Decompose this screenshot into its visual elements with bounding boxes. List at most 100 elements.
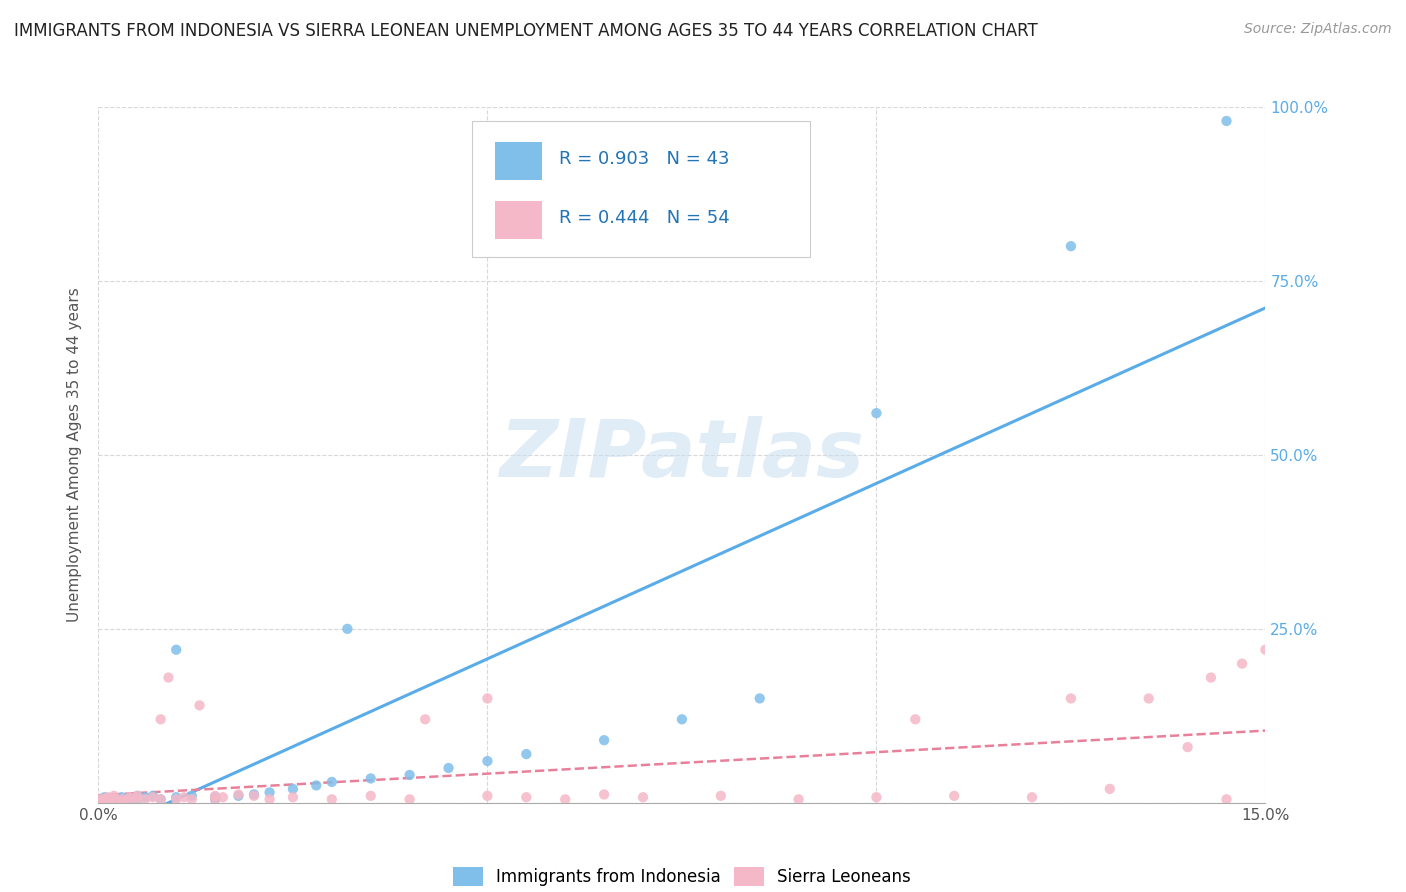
- Point: [1215, 792, 1237, 806]
- Point: [515, 790, 537, 805]
- Point: [671, 712, 693, 726]
- Point: [413, 712, 436, 726]
- Point: [89, 792, 111, 806]
- Point: [98, 791, 121, 805]
- Point: [149, 712, 172, 726]
- Point: [118, 790, 141, 805]
- Point: [515, 747, 537, 761]
- Point: [90, 792, 112, 806]
- Point: [111, 792, 134, 806]
- Point: [360, 789, 382, 803]
- Point: [204, 790, 226, 805]
- Text: Source: ZipAtlas.com: Source: ZipAtlas.com: [1244, 22, 1392, 37]
- Point: [96, 792, 118, 806]
- Point: [1060, 239, 1083, 253]
- Point: [127, 789, 149, 803]
- Point: [360, 772, 382, 786]
- Point: [593, 733, 616, 747]
- Point: [1199, 671, 1222, 685]
- Point: [204, 792, 226, 806]
- Point: [748, 691, 770, 706]
- Point: [127, 791, 149, 805]
- Point: [157, 671, 180, 685]
- Point: [321, 775, 343, 789]
- Point: [149, 792, 172, 806]
- Point: [180, 789, 202, 803]
- Point: [477, 754, 499, 768]
- Point: [1254, 642, 1277, 657]
- Point: [259, 785, 281, 799]
- Point: [111, 790, 134, 805]
- FancyBboxPatch shape: [472, 121, 810, 257]
- Point: [1098, 781, 1121, 796]
- Text: R = 0.903   N = 43: R = 0.903 N = 43: [560, 150, 730, 169]
- Point: [398, 792, 420, 806]
- Point: [259, 792, 281, 806]
- Point: [437, 761, 460, 775]
- Point: [165, 792, 187, 806]
- Text: R = 0.444   N = 54: R = 0.444 N = 54: [560, 210, 730, 227]
- Point: [165, 790, 187, 805]
- Point: [631, 790, 654, 805]
- Point: [321, 792, 343, 806]
- Point: [204, 792, 226, 806]
- Point: [104, 794, 127, 808]
- Point: [554, 792, 576, 806]
- Point: [118, 792, 141, 806]
- Point: [91, 794, 114, 808]
- Point: [142, 790, 165, 805]
- Point: [98, 794, 121, 808]
- Legend: Immigrants from Indonesia, Sierra Leoneans: Immigrants from Indonesia, Sierra Leonea…: [446, 860, 918, 892]
- Point: [228, 788, 250, 802]
- Point: [93, 790, 115, 805]
- Point: [118, 791, 141, 805]
- Point: [97, 794, 120, 808]
- Point: [165, 642, 187, 657]
- Point: [1137, 691, 1160, 706]
- Text: ZIPatlas: ZIPatlas: [499, 416, 865, 494]
- Point: [103, 791, 125, 805]
- Point: [477, 789, 499, 803]
- Point: [1021, 790, 1043, 805]
- Point: [204, 789, 226, 803]
- Point: [91, 794, 114, 808]
- Point: [281, 781, 304, 796]
- Point: [1230, 657, 1253, 671]
- Point: [103, 792, 125, 806]
- Point: [111, 794, 134, 808]
- Point: [134, 790, 156, 805]
- Point: [281, 790, 304, 805]
- Point: [1060, 691, 1083, 706]
- Point: [111, 792, 134, 806]
- Point: [593, 788, 616, 802]
- Point: [305, 778, 328, 792]
- Point: [188, 698, 211, 713]
- Point: [787, 792, 810, 806]
- Point: [398, 768, 420, 782]
- Point: [1177, 740, 1199, 755]
- Point: [865, 406, 887, 420]
- Point: [212, 790, 235, 805]
- Point: [243, 789, 266, 803]
- Point: [477, 691, 499, 706]
- Point: [103, 789, 125, 803]
- Point: [710, 789, 733, 803]
- Point: [127, 789, 149, 803]
- Text: IMMIGRANTS FROM INDONESIA VS SIERRA LEONEAN UNEMPLOYMENT AMONG AGES 35 TO 44 YEA: IMMIGRANTS FROM INDONESIA VS SIERRA LEON…: [14, 22, 1038, 40]
- Point: [134, 792, 156, 806]
- Point: [96, 792, 118, 806]
- Point: [89, 794, 111, 808]
- Point: [173, 790, 195, 805]
- FancyBboxPatch shape: [495, 201, 541, 239]
- Point: [1215, 114, 1237, 128]
- Point: [180, 792, 202, 806]
- Point: [142, 789, 165, 803]
- Point: [118, 792, 141, 806]
- Y-axis label: Unemployment Among Ages 35 to 44 years: Unemployment Among Ages 35 to 44 years: [67, 287, 83, 623]
- Point: [865, 790, 887, 805]
- Point: [228, 789, 250, 803]
- Point: [336, 622, 359, 636]
- Point: [904, 712, 927, 726]
- Point: [127, 792, 149, 806]
- FancyBboxPatch shape: [495, 142, 541, 180]
